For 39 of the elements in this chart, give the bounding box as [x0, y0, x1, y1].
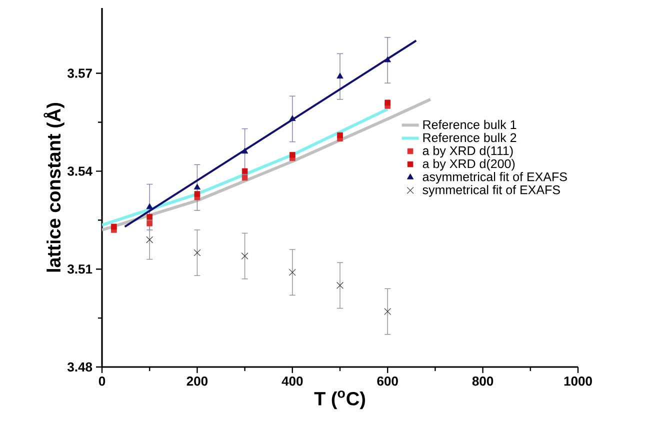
x-tick-label: 1000 — [564, 376, 592, 386]
point — [290, 152, 296, 158]
point — [194, 191, 200, 197]
legend-label: symmetrical fit of EXAFS — [422, 185, 560, 197]
point — [111, 224, 117, 230]
point — [146, 214, 152, 220]
y-tick-label: 3.51 — [67, 264, 92, 274]
y-tick-label: 3.48 — [67, 362, 92, 372]
y-tick-label: 3.57 — [67, 68, 92, 78]
point — [384, 308, 392, 315]
point — [241, 252, 248, 260]
point — [384, 56, 391, 62]
point — [242, 168, 248, 174]
point — [146, 220, 152, 226]
point — [241, 148, 248, 154]
point — [242, 174, 248, 181]
x-axis-title: T ($^{o}$C) — [314, 390, 365, 410]
y-axis-title: lattice constant (Å) — [44, 102, 64, 272]
point — [337, 132, 343, 138]
legend-label: a by XRD d(200) — [422, 158, 515, 171]
point — [336, 282, 344, 289]
x-tick-label: 800 — [472, 376, 494, 386]
x-tick-label: 0 — [98, 376, 106, 386]
x-tick-label: 400 — [282, 376, 303, 386]
point — [146, 236, 154, 244]
point — [336, 72, 344, 79]
point — [194, 249, 201, 256]
point — [289, 115, 296, 121]
y-tick-label: 3.54 — [67, 166, 92, 176]
point — [384, 100, 391, 106]
x-tick-label: 200 — [186, 376, 208, 386]
point — [146, 203, 153, 210]
legend-label: Reference bulk 2 — [423, 132, 516, 142]
legend-label: Reference bulk 1 — [423, 120, 516, 130]
legend-label: asymmetrical fit of EXAFS — [422, 172, 567, 184]
point — [194, 184, 201, 190]
x-tick-label: 600 — [377, 376, 398, 386]
point — [288, 268, 296, 276]
legend-label: a by XRD d(111) — [422, 146, 513, 158]
